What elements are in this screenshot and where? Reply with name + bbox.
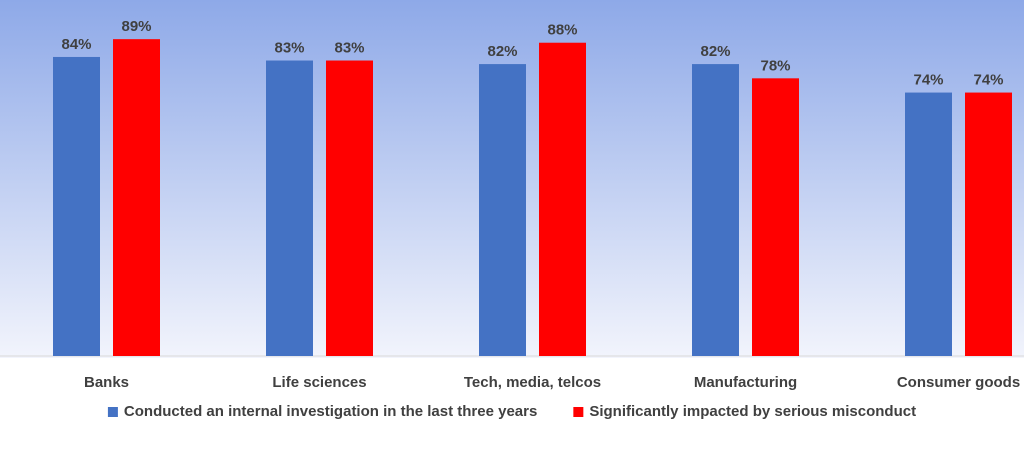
value-label-life-sciences-series-1: 83% bbox=[274, 40, 304, 57]
category-label-tech-media-telcos: Tech, media, telcos bbox=[464, 374, 601, 391]
value-label-banks-series-1: 84% bbox=[61, 36, 91, 53]
category-labels-layer: Banks Life sciences Tech, media, telcos Man… bbox=[84, 374, 1020, 391]
bar-life-sciences-series-1 bbox=[266, 60, 313, 357]
category-label-life-sciences: Life sciences bbox=[272, 374, 366, 391]
bar-tech-media-telcos-series-1 bbox=[479, 64, 526, 356]
legend-swatch-series-2 bbox=[573, 407, 584, 417]
value-label-banks-series-2: 89% bbox=[121, 18, 151, 35]
value-label-tech-media-telcos-series-1: 82% bbox=[487, 43, 517, 60]
value-label-manufacturing-series-1: 82% bbox=[700, 43, 730, 60]
bars-layer bbox=[53, 39, 1012, 357]
bar-life-sciences-series-2 bbox=[326, 60, 373, 357]
legend-label-series-1: Conducted an internal investigation in t… bbox=[124, 403, 537, 420]
legend-item-series-1: Conducted an internal investigation in t… bbox=[107, 403, 537, 420]
value-label-consumer-goods-series-1: 74% bbox=[913, 72, 943, 89]
legend-item-series-2: Significantly impacted by serious miscon… bbox=[573, 403, 916, 420]
bar-manufacturing-series-2 bbox=[752, 78, 799, 356]
bar-banks-series-1 bbox=[53, 56, 100, 357]
value-label-tech-media-telcos-series-2: 88% bbox=[547, 22, 577, 39]
legend-label-series-2: Significantly impacted by serious miscon… bbox=[589, 403, 916, 420]
value-label-manufacturing-series-2: 78% bbox=[760, 57, 790, 74]
category-label-manufacturing: Manufacturing bbox=[694, 374, 797, 391]
bar-banks-series-2 bbox=[113, 39, 160, 356]
bar-consumer-goods-series-1 bbox=[905, 92, 952, 356]
value-label-consumer-goods-series-2: 74% bbox=[973, 72, 1003, 89]
legend: Conducted an internal investigation in t… bbox=[107, 403, 916, 420]
category-label-banks: Banks bbox=[84, 374, 129, 391]
value-label-life-sciences-series-2: 83% bbox=[334, 40, 364, 57]
bar-consumer-goods-series-2 bbox=[965, 92, 1012, 356]
bar-manufacturing-series-1 bbox=[692, 64, 739, 356]
bar-tech-media-telcos-series-2 bbox=[539, 42, 586, 356]
category-label-consumer-goods: Consumer goods bbox=[897, 374, 1020, 391]
legend-swatch-series-1 bbox=[107, 407, 118, 417]
value-labels-layer: 84% 89% 83% 83% 82% 88% 82% 78% 74% 74% bbox=[61, 18, 1003, 88]
